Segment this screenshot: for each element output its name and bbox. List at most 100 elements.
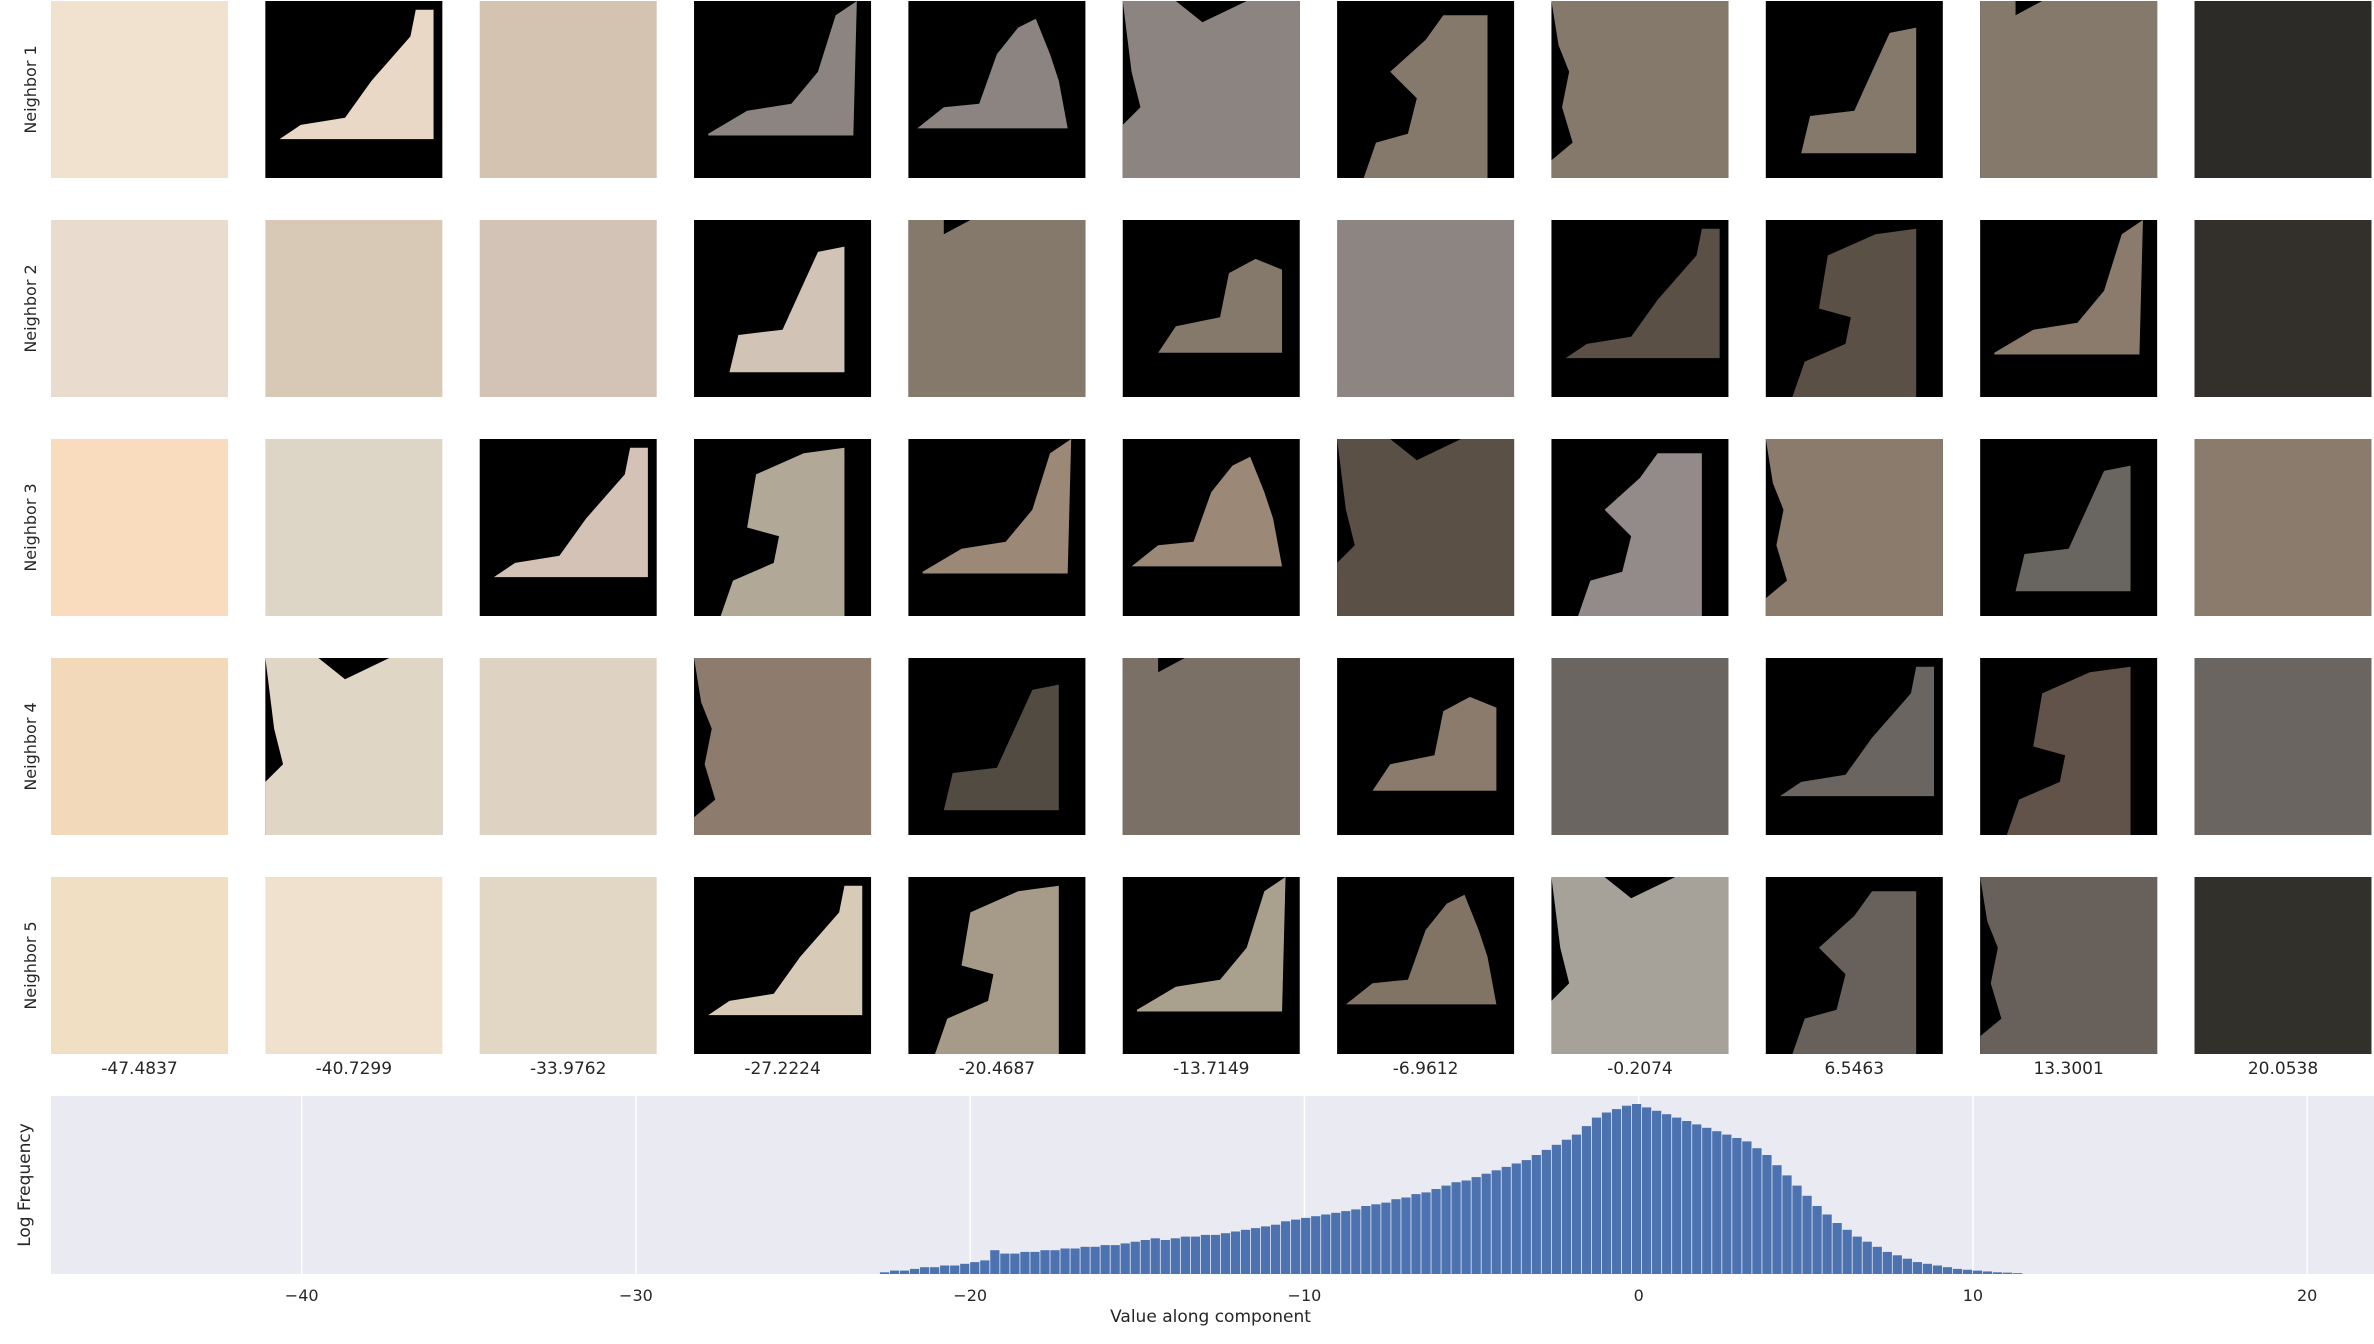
tile-patch	[1994, 220, 2143, 355]
tile-patch	[708, 1, 857, 136]
tile-patch	[279, 9, 434, 140]
tile-patch	[51, 1, 228, 178]
histogram-bar	[1802, 1195, 1812, 1274]
tile-patch	[1337, 439, 1515, 616]
histogram-bar	[1642, 1107, 1652, 1274]
tile-patch	[265, 877, 443, 1054]
histogram-bar	[1631, 1104, 1642, 1274]
column-value-label-3: -33.9762	[530, 1059, 606, 1079]
tile-patch	[1551, 658, 1729, 835]
tile-patch	[922, 439, 1072, 574]
tile-patch	[1765, 439, 1943, 616]
column-value-label-7: -6.9612	[1393, 1059, 1459, 1079]
histogram-bar	[1000, 1253, 1010, 1274]
neighbor-tile-r3-c7	[1337, 439, 1515, 616]
histogram-bar	[1882, 1251, 1892, 1274]
histogram-bar	[1090, 1246, 1100, 1274]
neighbor-tile-r5-c6	[1122, 877, 1300, 1054]
histogram-bar	[1461, 1180, 1471, 1274]
histogram-bar	[1311, 1216, 1321, 1274]
histogram-bar	[2013, 1273, 2023, 1274]
tile-patch	[1337, 220, 1515, 397]
column-value-label-1: -47.4837	[101, 1059, 177, 1079]
tile-patch	[479, 658, 657, 835]
histogram-bar	[910, 1268, 920, 1274]
histogram-bar	[1441, 1185, 1451, 1274]
neighbor-tile-r3-c11	[2194, 439, 2372, 616]
histogram-bar	[1902, 1258, 1912, 1274]
neighbor-grid	[51, 1, 2372, 1054]
histogram-bar	[1361, 1206, 1371, 1274]
row-label-3: Neighbor 3	[21, 483, 40, 571]
histogram-bar	[1591, 1117, 1602, 1274]
histogram-bar	[1070, 1248, 1080, 1274]
histogram-bar	[1170, 1238, 1180, 1274]
histogram-bar	[1230, 1231, 1241, 1274]
tile-patch	[265, 439, 443, 616]
histogram-bar	[980, 1260, 990, 1274]
histogram-bar	[1481, 1173, 1491, 1274]
neighbor-tile-r5-c8	[1551, 877, 1729, 1054]
row-label-4: Neighbor 4	[21, 702, 40, 790]
x-tick-label: −40	[285, 1286, 319, 1305]
column-value-label-6: -13.7149	[1173, 1059, 1249, 1079]
histogram-bar	[1541, 1149, 1551, 1274]
neighbor-tile-r2-c11	[2194, 220, 2372, 397]
tile-patch	[2015, 465, 2131, 592]
tile-patch	[479, 220, 657, 397]
histogram-bar	[879, 1272, 890, 1274]
tile-patch	[1980, 877, 2158, 1054]
tile-patch	[1551, 877, 1729, 1054]
histogram-bar	[1040, 1250, 1050, 1274]
column-value-label-2: -40.7299	[316, 1059, 392, 1079]
neighbor-tile-r5-c4	[694, 877, 872, 1054]
tile-patch	[51, 220, 228, 397]
histogram-bar	[1561, 1139, 1572, 1274]
histogram-bar	[1140, 1240, 1150, 1274]
tile-patch	[1363, 15, 1488, 179]
neighbor-tile-r1-c7	[1337, 1, 1515, 179]
histogram-bar	[1511, 1163, 1521, 1274]
tile-patch	[1136, 877, 1286, 1012]
histogram-bar	[1150, 1238, 1160, 1274]
neighbor-tile-r4-c7	[1337, 658, 1515, 835]
histogram-bar	[1401, 1197, 1411, 1274]
histogram-bar	[1621, 1105, 1632, 1274]
histogram-gridlines	[300, 1096, 2308, 1274]
neighbor-tile-r4-c11	[2194, 658, 2372, 835]
histogram-bar	[899, 1270, 910, 1274]
histogram-bar	[1842, 1229, 1852, 1274]
histogram-bar	[889, 1270, 900, 1274]
histogram-bar	[1782, 1175, 1792, 1274]
histogram-bar	[1662, 1114, 1672, 1274]
histogram-bar	[1551, 1144, 1561, 1274]
histogram-bar	[1491, 1170, 1501, 1274]
x-axis-label: Value along component	[1110, 1307, 1311, 1327]
tile-patch	[1792, 891, 1917, 1054]
histogram-bar	[1611, 1109, 1622, 1274]
tile-patch	[917, 18, 1068, 129]
neighbor-tile-r3-c5	[908, 439, 1086, 616]
neighbor-tile-r2-c9	[1765, 220, 1943, 397]
row-label-1: Neighbor 1	[21, 45, 40, 133]
histogram-bar	[1050, 1250, 1060, 1274]
column-value-label-9: 6.5463	[1825, 1059, 1884, 1079]
histogram-bar	[1892, 1255, 1902, 1274]
histogram-bar	[1942, 1267, 1953, 1274]
row-label-2: Neighbor 2	[21, 264, 40, 352]
column-value-label-11: 20.0538	[2248, 1059, 2318, 1079]
tile-patch	[2194, 877, 2372, 1054]
histogram-bar	[1381, 1202, 1391, 1274]
histogram-bar	[1652, 1110, 1662, 1274]
histogram-bar	[1451, 1182, 1461, 1274]
histogram-bar	[1391, 1199, 1401, 1274]
column-value-label-4: -27.2224	[744, 1059, 820, 1079]
neighbor-tile-r4-c4	[694, 658, 872, 835]
histogram-bar	[1240, 1229, 1251, 1274]
histogram-bar	[1471, 1177, 1481, 1274]
histogram-bar	[1301, 1217, 1311, 1274]
tile-patch	[265, 658, 443, 835]
tile-patch	[1578, 453, 1702, 616]
tile-patch	[265, 220, 443, 397]
histogram-bar	[1080, 1246, 1090, 1274]
